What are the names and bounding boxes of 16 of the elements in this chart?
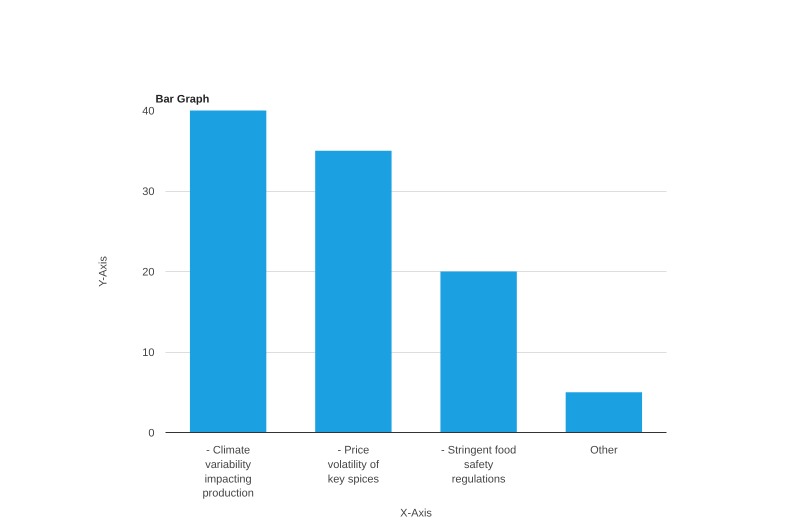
x-tick-label: - Stringent food safety regulations — [441, 444, 516, 486]
x-tick-label: - Price volatility of key spices — [328, 444, 380, 486]
y-tick-label: 10 — [142, 347, 155, 359]
bar — [440, 272, 517, 432]
chart-title: Bar Graph — [156, 94, 210, 106]
bar — [190, 110, 266, 432]
x-tick-label: - Climate variability impacting production — [202, 444, 254, 500]
y-tick-label: 20 — [142, 266, 155, 278]
y-tick-label: 30 — [142, 186, 155, 198]
y-tick-label: 0 — [148, 428, 155, 440]
bar — [315, 150, 392, 432]
x-axis-title: X-Axis — [400, 508, 432, 520]
bar — [566, 392, 642, 432]
y-axis-title: Y-Axis — [97, 256, 110, 287]
x-tick-label: Other — [590, 444, 618, 456]
y-tick-label: 40 — [142, 106, 155, 118]
